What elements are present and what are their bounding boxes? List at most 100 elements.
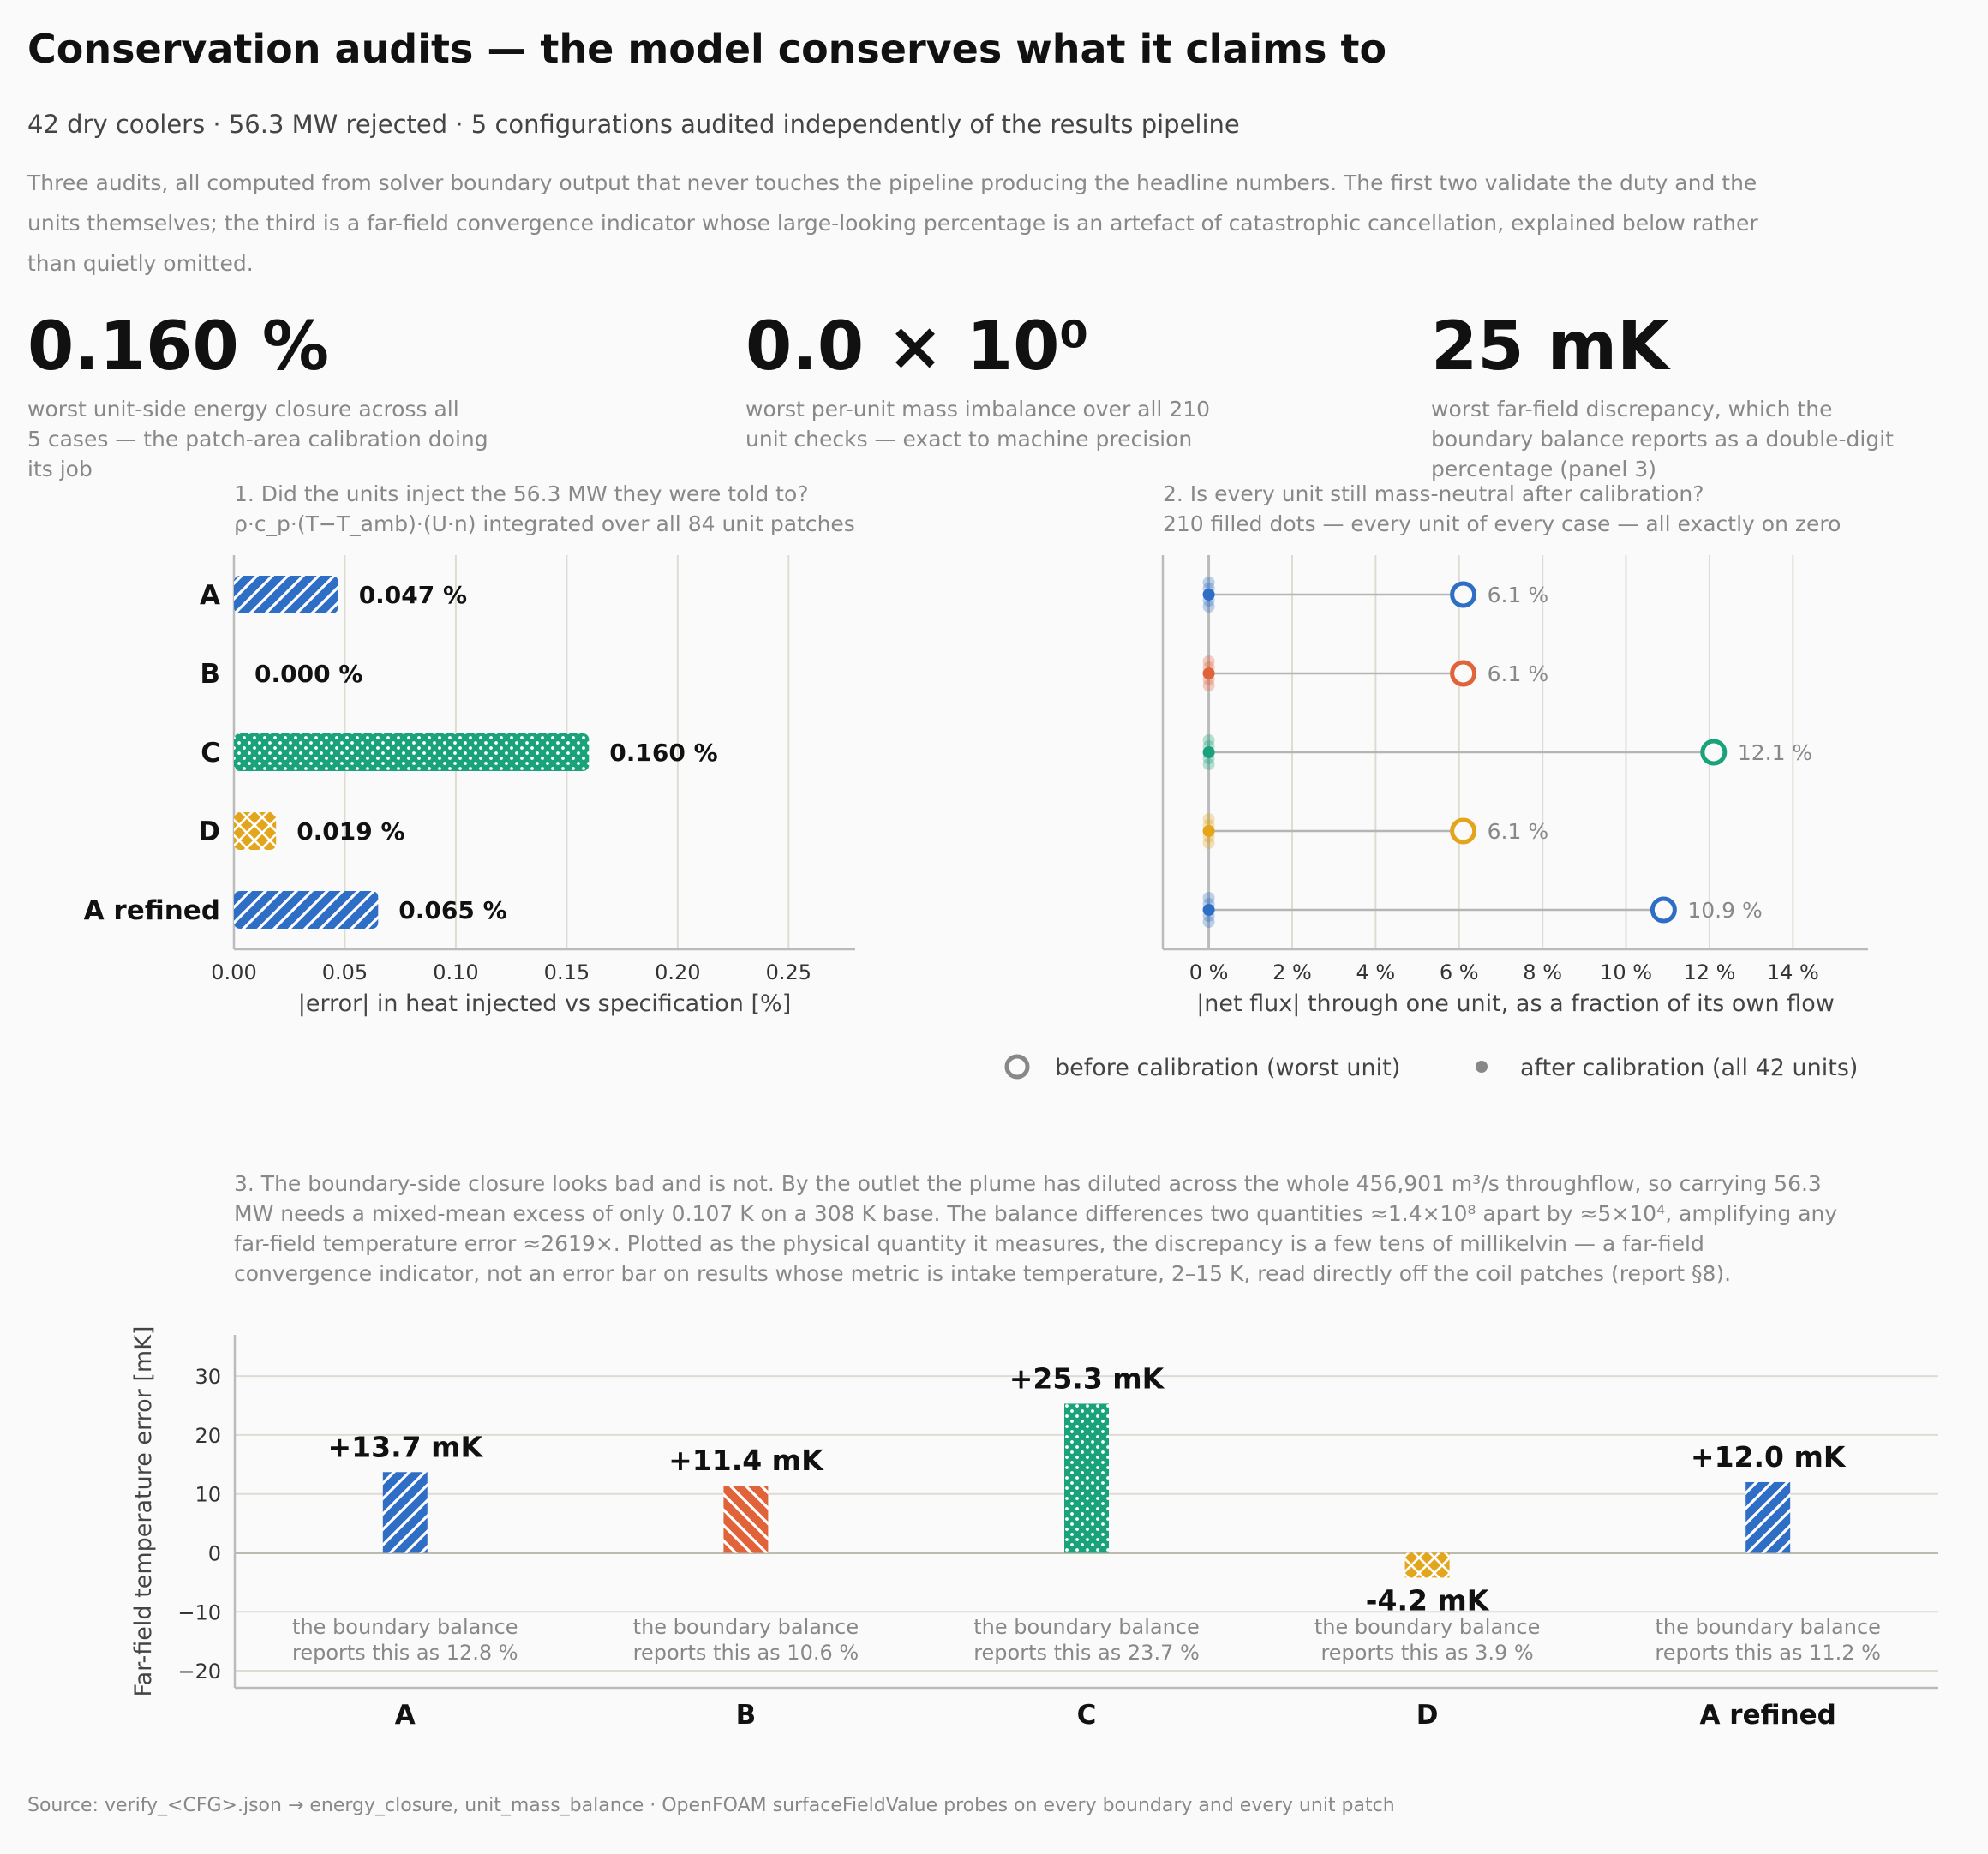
kpi-description-line: unit checks — exact to machine precision <box>746 427 1193 452</box>
after-dot-unit <box>1202 892 1215 904</box>
category-label: D <box>198 816 220 847</box>
y-tick-label: −20 <box>177 1660 221 1684</box>
after-dot-unit <box>1202 655 1215 667</box>
panel3-chart: −20 −10 0 10 20 30 Far-field temperature error… <box>130 1326 1938 1731</box>
bar <box>1064 1403 1109 1553</box>
kpi-description-line: 5 cases — the patch-area calibration doi… <box>27 427 488 452</box>
bar-note-line2: reports this as 12.8 % <box>292 1641 518 1665</box>
x-tick-label: 0.10 <box>433 960 478 984</box>
panel2-title-line2: 210 filled dots — every unit of every ca… <box>1163 511 1841 536</box>
x-tick-label: 4 % <box>1356 960 1396 984</box>
kpi-value: 0.160 % <box>27 308 330 386</box>
bar-note-line2: reports this as 10.6 % <box>633 1641 859 1665</box>
after-dot-unit <box>1202 813 1215 825</box>
after-dot-unit <box>1202 679 1215 691</box>
after-dot-unit <box>1202 837 1215 849</box>
category-label: A refined <box>84 895 220 926</box>
x-tick-label: 8 % <box>1523 960 1562 984</box>
bar-note-line1: the boundary balance <box>292 1615 518 1639</box>
bar-value-label: 0.019 % <box>296 817 404 846</box>
panel2-legend: before calibration (worst unit) after cal… <box>1004 1054 1858 1081</box>
kpi-card-far-field: 25 mK worst far-field discrepancy, which… <box>1431 308 1979 484</box>
bar-value-label: 0.160 % <box>609 739 717 767</box>
page-title: Conservation audits — the model conserve… <box>27 26 1387 72</box>
legend-before-label: before calibration (worst unit) <box>1055 1055 1400 1081</box>
kpi-description: worst per-unit mass imbalance over all 2… <box>746 394 1294 454</box>
kpi-description: worst far-field discrepancy, which the b… <box>1431 394 1979 484</box>
x-tick-label: 10 % <box>1600 960 1652 984</box>
x-tick-label: 2 % <box>1272 960 1312 984</box>
x-tick-label: 0.20 <box>655 960 700 984</box>
bar <box>234 812 277 850</box>
y-axis-title: Far-field temperature error [mK] <box>130 1326 157 1697</box>
kpi-value: 25 mK <box>1431 308 1669 386</box>
panel1-chart: 0.00 0.05 0.10 0.15 0.20 0.25 |error| in heat … <box>84 555 855 1017</box>
y-tick-label: −10 <box>177 1600 221 1624</box>
kpi-card-energy-closure: 0.160 % worst unit-side energy closure a… <box>27 308 576 484</box>
kpi-description-line: its job <box>27 457 93 481</box>
category-label: D <box>1416 1700 1439 1731</box>
kpi-description-line: worst unit-side energy closure across al… <box>27 397 459 422</box>
bar-note-line2: reports this as 3.9 % <box>1320 1641 1533 1665</box>
page-subtitle: 42 dry coolers · 56.3 MW rejected · 5 co… <box>27 110 1240 139</box>
x-tick-label: 6 % <box>1440 960 1479 984</box>
bar-note-line1: the boundary balance <box>633 1615 859 1639</box>
panel2-chart: 0 % 2 % 4 % 6 % 8 % 10 % 12 % 14 % |net flux| th… <box>1161 555 1868 1017</box>
bar-value-label: +12.0 mK <box>1691 1440 1847 1474</box>
x-tick-label: 0.00 <box>211 960 256 984</box>
bar-note-line2: reports this as 23.7 % <box>973 1641 1200 1665</box>
bar <box>1745 1481 1791 1553</box>
after-dot <box>1202 667 1215 679</box>
y-tick-label: 10 <box>195 1483 221 1507</box>
category-label: A <box>200 580 220 611</box>
bar-value-label: +13.7 mK <box>328 1430 484 1463</box>
kpi-description-line: percentage (panel 3) <box>1431 457 1656 481</box>
bar <box>234 733 590 771</box>
bar-value-label: -4.2 mK <box>1366 1583 1490 1617</box>
category-label: C <box>1077 1700 1097 1731</box>
category-label: A refined <box>1700 1700 1836 1731</box>
x-tick-label: 0 % <box>1189 960 1229 984</box>
bar <box>234 576 338 613</box>
before-value-label: 10.9 % <box>1687 898 1762 923</box>
kpi-description-line: worst per-unit mass imbalance over all 2… <box>746 397 1211 422</box>
bar-value-label: 0.000 % <box>254 660 362 688</box>
y-tick-label: 0 <box>208 1541 221 1565</box>
before-marker <box>1450 817 1477 845</box>
after-dot <box>1202 746 1215 758</box>
after-dot-unit <box>1202 734 1215 746</box>
bar <box>234 891 379 929</box>
bar-value-label: +11.4 mK <box>668 1444 824 1477</box>
x-axis-title: |error| in heat injected vs specificatio… <box>298 990 791 1017</box>
kpi-value: 0.0 × 10⁰ <box>746 308 1089 386</box>
bar-value-label: 0.047 % <box>359 581 467 609</box>
after-dot <box>1202 589 1215 601</box>
panel1-title-line1: 1. Did the units inject the 56.3 MW they… <box>234 481 809 506</box>
before-value-label: 6.1 % <box>1488 819 1548 844</box>
bar <box>723 1486 769 1553</box>
panel2-title-line1: 2. Is every unit still mass-neutral afte… <box>1163 481 1704 506</box>
category-label: B <box>736 1700 757 1731</box>
before-marker <box>1450 660 1477 687</box>
bar-value-label: +25.3 mK <box>1009 1361 1165 1395</box>
kpi-description: worst unit-side energy closure across al… <box>27 394 576 484</box>
panel1-title-line2: ρ·c_p·(T−T_amb)·(U·n) integrated over al… <box>234 511 855 536</box>
after-dot <box>1202 825 1215 837</box>
after-dot-unit <box>1202 577 1215 589</box>
before-marker <box>1700 739 1728 766</box>
panel1-title: 1. Did the units inject the 56.3 MW they… <box>234 479 855 539</box>
source-footer: Source: verify_<CFG>.json → energy_closu… <box>27 1795 1395 1816</box>
x-axis-title: |net flux| through one unit, as a fracti… <box>1196 990 1835 1017</box>
after-dot <box>1202 904 1215 916</box>
before-marker <box>1450 581 1477 608</box>
x-tick-label: 0.05 <box>322 960 368 984</box>
after-dot-unit <box>1202 601 1215 613</box>
bar-note-line1: the boundary balance <box>973 1615 1199 1639</box>
before-value-label: 6.1 % <box>1488 661 1548 686</box>
bar-value-label: 0.065 % <box>398 896 506 924</box>
x-tick-label: 12 % <box>1683 960 1735 984</box>
after-dot-unit <box>1202 916 1215 928</box>
intro-paragraph: Three audits, all computed from solver b… <box>27 170 1758 276</box>
after-dot-unit <box>1202 758 1215 770</box>
